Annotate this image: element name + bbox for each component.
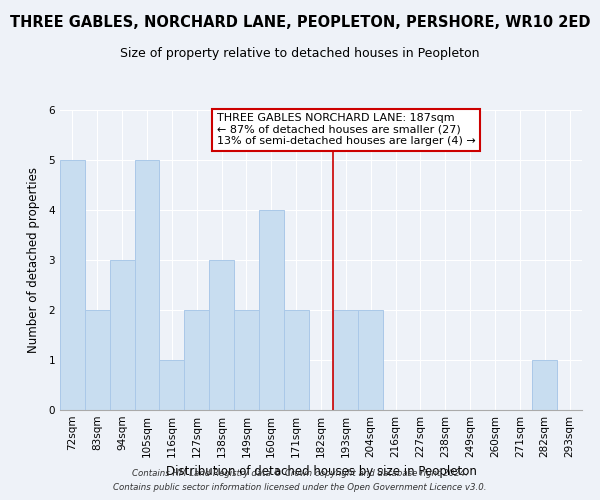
Bar (358, 310, 383, 410)
Text: THREE GABLES NORCHARD LANE: 187sqm
← 87% of detached houses are smaller (27)
13%: THREE GABLES NORCHARD LANE: 187sqm ← 87%… (217, 113, 475, 146)
Bar (234, 310, 259, 410)
Bar (532, 360, 557, 410)
Bar (134, 160, 160, 410)
Bar (85, 310, 110, 410)
Text: Contains HM Land Registry data © Crown copyright and database right 2024.: Contains HM Land Registry data © Crown c… (132, 468, 468, 477)
Text: Size of property relative to detached houses in Peopleton: Size of property relative to detached ho… (120, 48, 480, 60)
Bar (209, 260, 234, 410)
X-axis label: Distribution of detached houses by size in Peopleton: Distribution of detached houses by size … (166, 466, 476, 478)
Bar (184, 310, 209, 410)
Bar (259, 210, 284, 410)
Bar (284, 310, 308, 410)
Text: Contains public sector information licensed under the Open Government Licence v3: Contains public sector information licen… (113, 484, 487, 492)
Text: THREE GABLES, NORCHARD LANE, PEOPLETON, PERSHORE, WR10 2ED: THREE GABLES, NORCHARD LANE, PEOPLETON, … (10, 15, 590, 30)
Bar (60, 160, 85, 410)
Bar (160, 360, 184, 410)
Y-axis label: Number of detached properties: Number of detached properties (27, 167, 40, 353)
Bar (110, 260, 134, 410)
Bar (334, 310, 358, 410)
